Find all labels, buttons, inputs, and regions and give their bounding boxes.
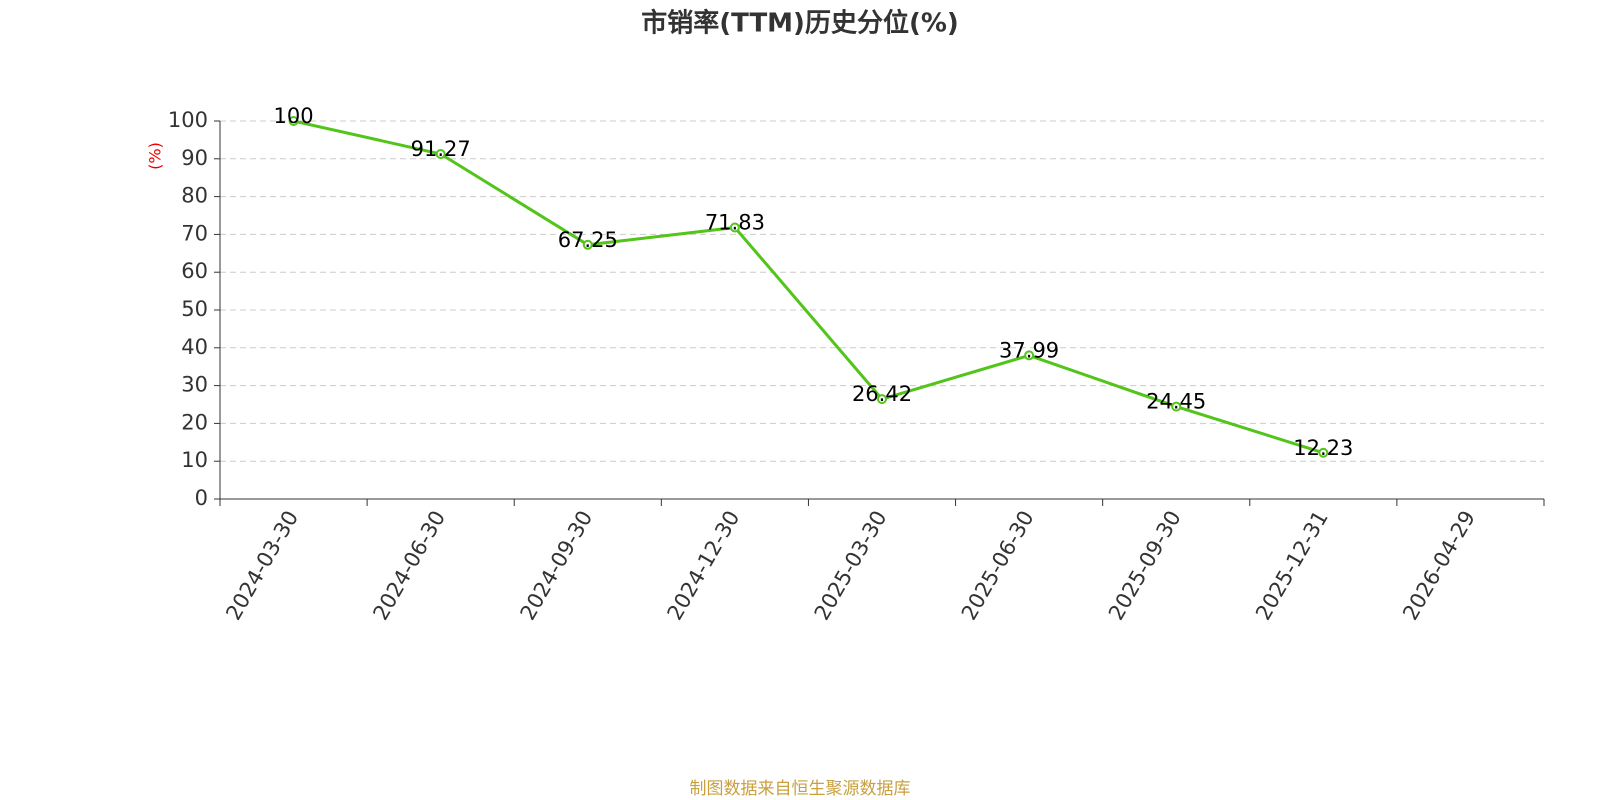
data-label: 100 <box>274 104 314 128</box>
y-tick-label: 70 <box>181 221 208 245</box>
y-tick-label: 100 <box>168 108 208 132</box>
point <box>877 394 887 405</box>
x-tick-label: 2024-06-30 <box>368 506 450 624</box>
data-label: 67.25 <box>558 228 618 252</box>
x-tick-label: 2024-09-30 <box>515 507 597 625</box>
point <box>582 239 593 250</box>
x-tick-label: 2024-12-30 <box>663 507 745 625</box>
x-tick-label: 2026-04-29 <box>1398 507 1480 625</box>
x-tick-label: 2025-06-30 <box>957 507 1039 625</box>
x-tick-label: 2024-03-30 <box>221 507 303 625</box>
x-tick-label: 2025-03-30 <box>810 507 892 625</box>
point <box>1318 447 1329 458</box>
y-tick-label: 80 <box>181 184 208 208</box>
y-tick-label: 20 <box>181 410 208 434</box>
line <box>293 119 1324 455</box>
point <box>435 148 446 159</box>
data-label: 24.45 <box>1146 390 1206 414</box>
chart-title: 市销率(TTM)历史分位(%) <box>641 8 959 39</box>
source-note: 制图数据来自恒生聚源数据库 <box>690 779 911 799</box>
y-tick-label: 90 <box>181 146 208 170</box>
y-tick-label: 50 <box>181 297 208 321</box>
data-label: 26.42 <box>852 382 912 406</box>
y-tick-label: 60 <box>181 259 208 283</box>
data-label: 12.23 <box>1293 436 1353 460</box>
y-tick-label: 0 <box>195 486 208 510</box>
y-axis-label: (%) <box>146 142 165 170</box>
data-label: 71.83 <box>705 210 765 234</box>
point <box>288 116 299 126</box>
point <box>729 222 740 233</box>
x-tick-label: 2025-09-30 <box>1104 507 1186 625</box>
y-tick-label: 30 <box>181 373 208 397</box>
point <box>1171 401 1182 412</box>
y-tick-label: 10 <box>181 448 208 472</box>
x-tick-label: 2025-12-31 <box>1251 507 1333 625</box>
data-label: 37.99 <box>999 338 1059 362</box>
data-label: 91.27 <box>411 137 471 161</box>
point <box>1024 350 1035 361</box>
y-tick-label: 40 <box>181 335 208 359</box>
